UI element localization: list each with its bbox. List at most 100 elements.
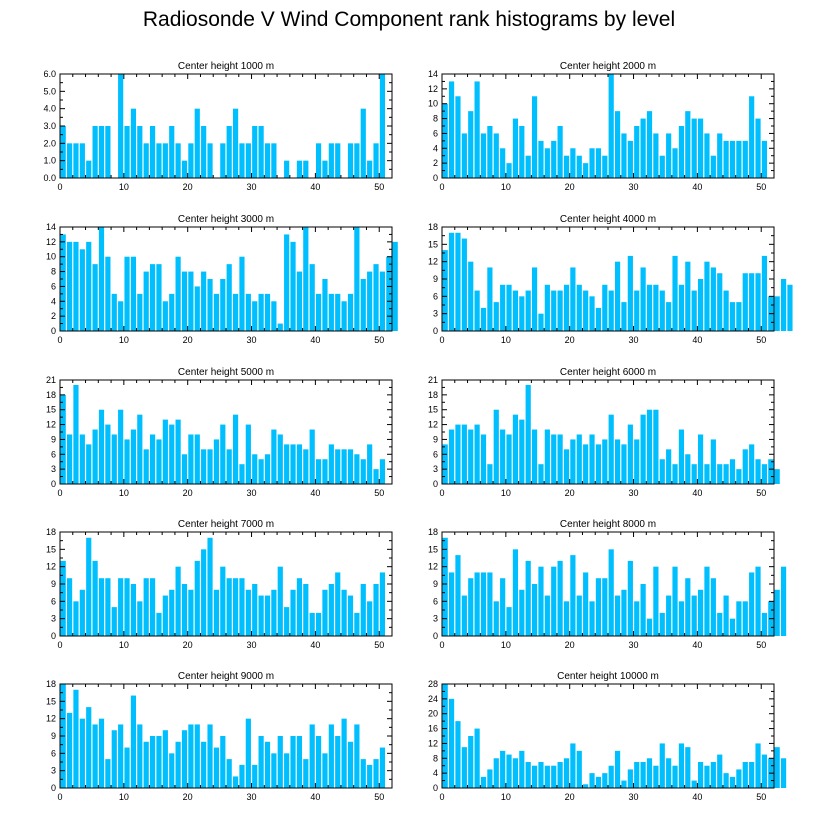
bar bbox=[379, 572, 386, 636]
bar bbox=[474, 424, 480, 484]
bar bbox=[201, 449, 207, 484]
panel-title: Center height 9000 m bbox=[178, 671, 274, 682]
y-tick-label: 12 bbox=[428, 420, 438, 430]
bar bbox=[531, 765, 538, 788]
bar bbox=[194, 724, 200, 788]
bar bbox=[685, 454, 691, 484]
bar bbox=[608, 549, 614, 636]
bar bbox=[232, 414, 239, 484]
bar bbox=[544, 429, 550, 484]
bar bbox=[341, 449, 347, 484]
bar bbox=[717, 754, 723, 788]
bar bbox=[296, 578, 303, 636]
bar bbox=[634, 762, 640, 788]
bar bbox=[557, 126, 563, 178]
bar bbox=[341, 301, 347, 331]
bar bbox=[621, 444, 627, 484]
bar bbox=[678, 284, 685, 331]
bar bbox=[646, 618, 653, 636]
bar bbox=[742, 140, 748, 178]
bar bbox=[156, 264, 162, 331]
bar bbox=[742, 601, 748, 636]
bar bbox=[373, 584, 379, 636]
y-tick-label: 2 bbox=[51, 311, 56, 321]
bar bbox=[226, 449, 232, 484]
bar bbox=[749, 96, 755, 178]
bar bbox=[487, 769, 493, 788]
bar bbox=[736, 140, 742, 178]
bar bbox=[162, 419, 168, 484]
bar bbox=[156, 736, 162, 788]
y-tick-label: 15 bbox=[46, 696, 56, 706]
bar bbox=[448, 429, 455, 484]
y-tick-label: 9 bbox=[433, 579, 438, 589]
bar bbox=[188, 724, 194, 788]
bar bbox=[608, 765, 614, 788]
bar bbox=[232, 776, 239, 788]
bar bbox=[691, 595, 697, 636]
bar bbox=[201, 271, 207, 331]
bar bbox=[749, 444, 755, 484]
x-tick-label: 40 bbox=[310, 792, 320, 802]
bar bbox=[442, 537, 448, 636]
bar bbox=[442, 444, 448, 484]
bar bbox=[544, 148, 550, 178]
bar bbox=[608, 414, 614, 484]
y-tick-label: 0 bbox=[433, 479, 438, 489]
bar bbox=[379, 747, 386, 788]
bar bbox=[220, 424, 226, 484]
bar bbox=[697, 762, 704, 788]
bar bbox=[519, 419, 525, 484]
bar bbox=[143, 741, 149, 788]
bar bbox=[124, 256, 130, 331]
bar bbox=[296, 271, 303, 331]
bar bbox=[544, 284, 550, 331]
bar bbox=[717, 464, 723, 484]
bar bbox=[66, 143, 73, 178]
bar bbox=[309, 724, 315, 788]
bar bbox=[303, 449, 309, 484]
bar bbox=[264, 595, 271, 636]
bar bbox=[239, 143, 245, 178]
bar bbox=[704, 261, 710, 331]
panel-10: Center height 10000 m 0 10 20 30 40 50 0 4 8 12 16 2… bbox=[428, 671, 787, 802]
y-tick-label: 10 bbox=[428, 99, 438, 109]
x-tick-label: 40 bbox=[692, 640, 702, 650]
bar bbox=[175, 256, 181, 331]
x-tick-label: 50 bbox=[374, 335, 384, 345]
bar bbox=[583, 163, 589, 178]
bar bbox=[589, 148, 595, 178]
bar bbox=[697, 589, 704, 636]
bar bbox=[354, 724, 360, 788]
x-tick-label: 30 bbox=[247, 792, 257, 802]
y-tick-label: 0 bbox=[51, 479, 56, 489]
bar bbox=[583, 572, 589, 636]
bar bbox=[360, 108, 366, 178]
bar bbox=[60, 126, 66, 178]
x-tick-label: 20 bbox=[565, 640, 575, 650]
bar bbox=[576, 284, 582, 331]
bar bbox=[602, 439, 608, 484]
bar bbox=[710, 578, 716, 636]
bar bbox=[296, 736, 303, 788]
bar bbox=[710, 155, 716, 178]
bar bbox=[653, 566, 659, 636]
bar bbox=[86, 707, 92, 788]
x-tick-label: 10 bbox=[501, 488, 511, 498]
bar bbox=[589, 434, 595, 484]
bar bbox=[512, 290, 519, 331]
y-tick-label: 15 bbox=[428, 239, 438, 249]
bar bbox=[570, 555, 576, 636]
bar bbox=[284, 607, 290, 636]
x-tick-label: 50 bbox=[374, 640, 384, 650]
bar bbox=[137, 126, 143, 178]
y-tick-label: 6 bbox=[51, 748, 56, 758]
bar bbox=[60, 234, 66, 331]
bar bbox=[258, 736, 264, 788]
bar bbox=[335, 572, 341, 636]
bar bbox=[666, 133, 672, 178]
bar bbox=[723, 140, 729, 178]
x-tick-label: 50 bbox=[756, 335, 766, 345]
bar bbox=[774, 296, 780, 331]
bar bbox=[461, 238, 467, 331]
